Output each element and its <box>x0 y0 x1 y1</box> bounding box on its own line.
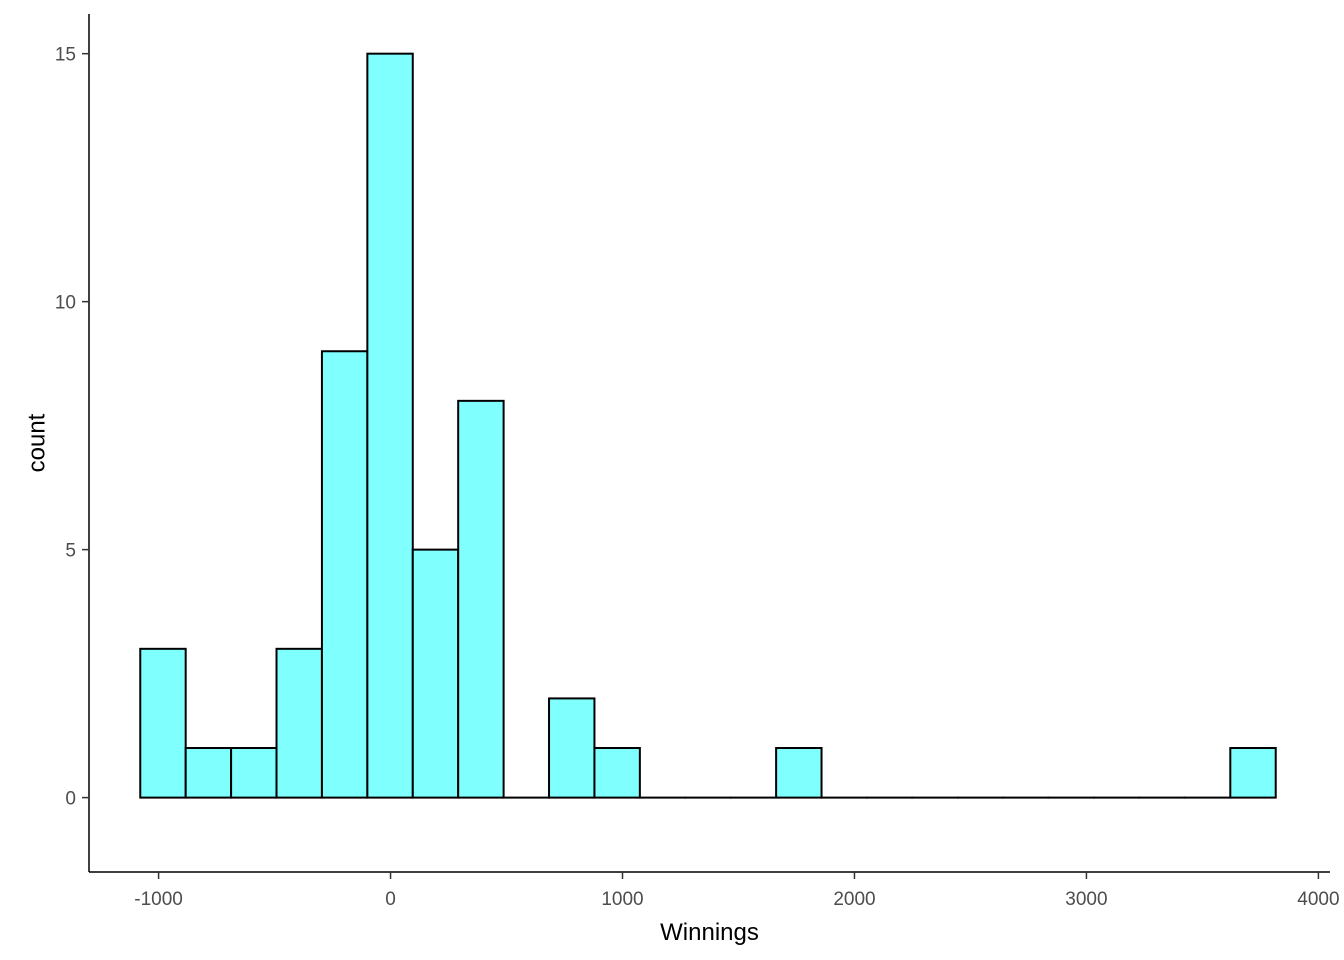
x-tick-label: 3000 <box>1065 889 1107 910</box>
histogram-bar-10 <box>593 747 641 799</box>
y-tick-label: 15 <box>55 45 76 66</box>
histogram-bar-4 <box>320 350 369 799</box>
x-tick-label: 1000 <box>601 889 643 910</box>
y-tick-label: 10 <box>55 293 76 314</box>
y-axis-ticks: 0 5 10 15 <box>55 45 89 810</box>
histogram-bar-7 <box>457 399 505 799</box>
y-tick-label: 5 <box>65 541 76 562</box>
histogram-bar-2 <box>230 747 278 799</box>
histogram-bar-0 <box>139 647 187 799</box>
x-axis-ticks: -1000 0 1000 2000 3000 4000 <box>134 872 1340 910</box>
x-axis-title: Winnings <box>660 919 759 946</box>
x-tick-label: 4000 <box>1297 889 1339 910</box>
histogram-bars <box>139 52 1277 799</box>
histogram-bar-9 <box>548 697 596 799</box>
y-tick-label: 0 <box>65 789 76 810</box>
y-axis-title: count <box>23 413 50 472</box>
histogram-bar-3 <box>275 647 323 799</box>
histogram-bar-24 <box>1229 747 1277 799</box>
histogram-bar-5 <box>366 52 414 799</box>
histogram-bar-6 <box>411 548 460 799</box>
histogram-bar-14 <box>775 747 823 799</box>
x-tick-label: 0 <box>385 889 396 910</box>
x-tick-label: -1000 <box>134 889 183 910</box>
histogram-bar-1 <box>184 747 233 799</box>
x-tick-label: 2000 <box>833 889 875 910</box>
